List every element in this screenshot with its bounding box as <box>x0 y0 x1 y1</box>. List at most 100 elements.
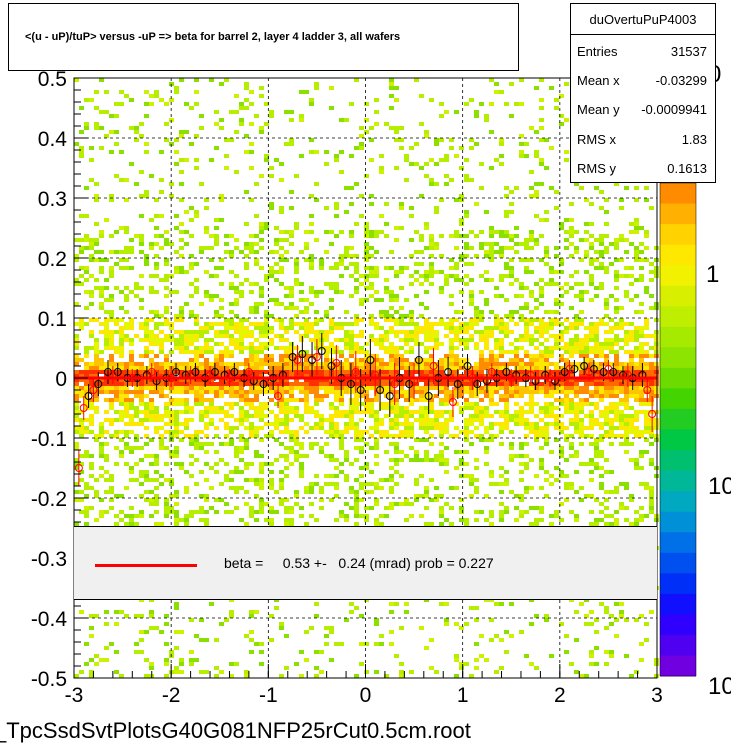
heatmap-cell <box>509 634 514 638</box>
heatmap-cell <box>484 410 489 414</box>
heatmap-cell <box>399 286 404 290</box>
heatmap-cell <box>159 278 164 282</box>
heatmap-cell <box>639 450 644 454</box>
heatmap-cell <box>299 386 304 390</box>
heatmap-cell <box>459 450 464 454</box>
heatmap-cell <box>644 622 649 626</box>
heatmap-cell <box>324 394 329 398</box>
heatmap-cell <box>299 474 304 478</box>
heatmap-cell <box>389 94 394 98</box>
heatmap-cell <box>204 478 209 482</box>
heatmap-cell <box>129 478 134 482</box>
heatmap-cell <box>614 306 619 310</box>
heatmap-cell <box>454 246 459 250</box>
heatmap-cell <box>269 378 274 382</box>
heatmap-cell <box>74 410 79 414</box>
heatmap-cell <box>374 362 379 366</box>
heatmap-cell <box>519 418 524 422</box>
heatmap-cell <box>274 242 279 246</box>
heatmap-cell <box>579 486 584 490</box>
heatmap-cell <box>589 278 594 282</box>
heatmap-cell <box>469 146 474 150</box>
heatmap-cell <box>364 506 369 510</box>
heatmap-cell <box>349 186 354 190</box>
heatmap-cell <box>229 286 234 290</box>
heatmap-cell <box>124 402 129 406</box>
heatmap-cell <box>299 470 304 474</box>
heatmap-cell <box>214 638 219 642</box>
heatmap-cell <box>239 518 244 522</box>
heatmap-cell <box>389 290 394 294</box>
heatmap-cell <box>384 386 389 390</box>
heatmap-cell <box>394 462 399 466</box>
heatmap-cell <box>249 398 254 402</box>
heatmap-cell <box>384 362 389 366</box>
heatmap-cell <box>354 318 359 322</box>
heatmap-cell <box>274 426 279 430</box>
heatmap-cell <box>599 266 604 270</box>
heatmap-cell <box>484 366 489 370</box>
heatmap-cell <box>219 350 224 354</box>
heatmap-cell <box>454 378 459 382</box>
heatmap-cell <box>259 650 264 654</box>
heatmap-cell <box>329 474 334 478</box>
heatmap-cell <box>279 406 284 410</box>
heatmap-cell <box>179 422 184 426</box>
heatmap-cell <box>494 90 499 94</box>
heatmap-cell <box>154 502 159 506</box>
heatmap-cell <box>84 394 89 398</box>
heatmap-cell <box>429 406 434 410</box>
heatmap-cell <box>429 522 434 526</box>
heatmap-cell <box>194 482 199 486</box>
heatmap-cell <box>204 638 209 642</box>
heatmap-cell <box>634 430 639 434</box>
heatmap-cell <box>519 422 524 426</box>
heatmap-cell <box>264 342 269 346</box>
heatmap-cell <box>404 334 409 338</box>
heatmap-cell <box>229 366 234 370</box>
heatmap-cell <box>604 314 609 318</box>
heatmap-cell <box>249 510 254 514</box>
heatmap-cell <box>364 298 369 302</box>
heatmap-cell <box>94 434 99 438</box>
heatmap-cell <box>439 390 444 394</box>
heatmap-cell <box>389 294 394 298</box>
heatmap-cell <box>154 522 159 526</box>
heatmap-cell <box>114 622 119 626</box>
heatmap-cell <box>124 246 129 250</box>
heatmap-cell <box>79 386 84 390</box>
heatmap-cell <box>194 402 199 406</box>
heatmap-cell <box>454 338 459 342</box>
heatmap-cell <box>569 338 574 342</box>
heatmap-cell <box>539 302 544 306</box>
heatmap-cell <box>509 386 514 390</box>
heatmap-cell <box>649 418 654 422</box>
heatmap-cell <box>519 282 524 286</box>
heatmap-cell <box>479 406 484 410</box>
heatmap-cell <box>579 294 584 298</box>
heatmap-cell <box>284 362 289 366</box>
heatmap-cell <box>584 426 589 430</box>
heatmap-cell <box>439 398 444 402</box>
heatmap-cell <box>209 258 214 262</box>
heatmap-cell <box>234 370 239 374</box>
heatmap-cell <box>414 366 419 370</box>
heatmap-cell <box>174 162 179 166</box>
heatmap-cell <box>354 314 359 318</box>
heatmap-cell <box>174 422 179 426</box>
heatmap-cell <box>119 226 124 230</box>
heatmap-cell <box>289 242 294 246</box>
heatmap-cell <box>609 326 614 330</box>
heatmap-cell <box>329 242 334 246</box>
heatmap-cell <box>464 246 469 250</box>
heatmap-cell <box>169 410 174 414</box>
heatmap-cell <box>409 434 414 438</box>
heatmap-cell <box>284 418 289 422</box>
heatmap-cell <box>204 342 209 346</box>
heatmap-cell <box>224 318 229 322</box>
heatmap-cell <box>129 422 134 426</box>
heatmap-cell <box>224 154 229 158</box>
heatmap-cell <box>279 366 284 370</box>
heatmap-cell <box>304 310 309 314</box>
heatmap-cell <box>199 354 204 358</box>
